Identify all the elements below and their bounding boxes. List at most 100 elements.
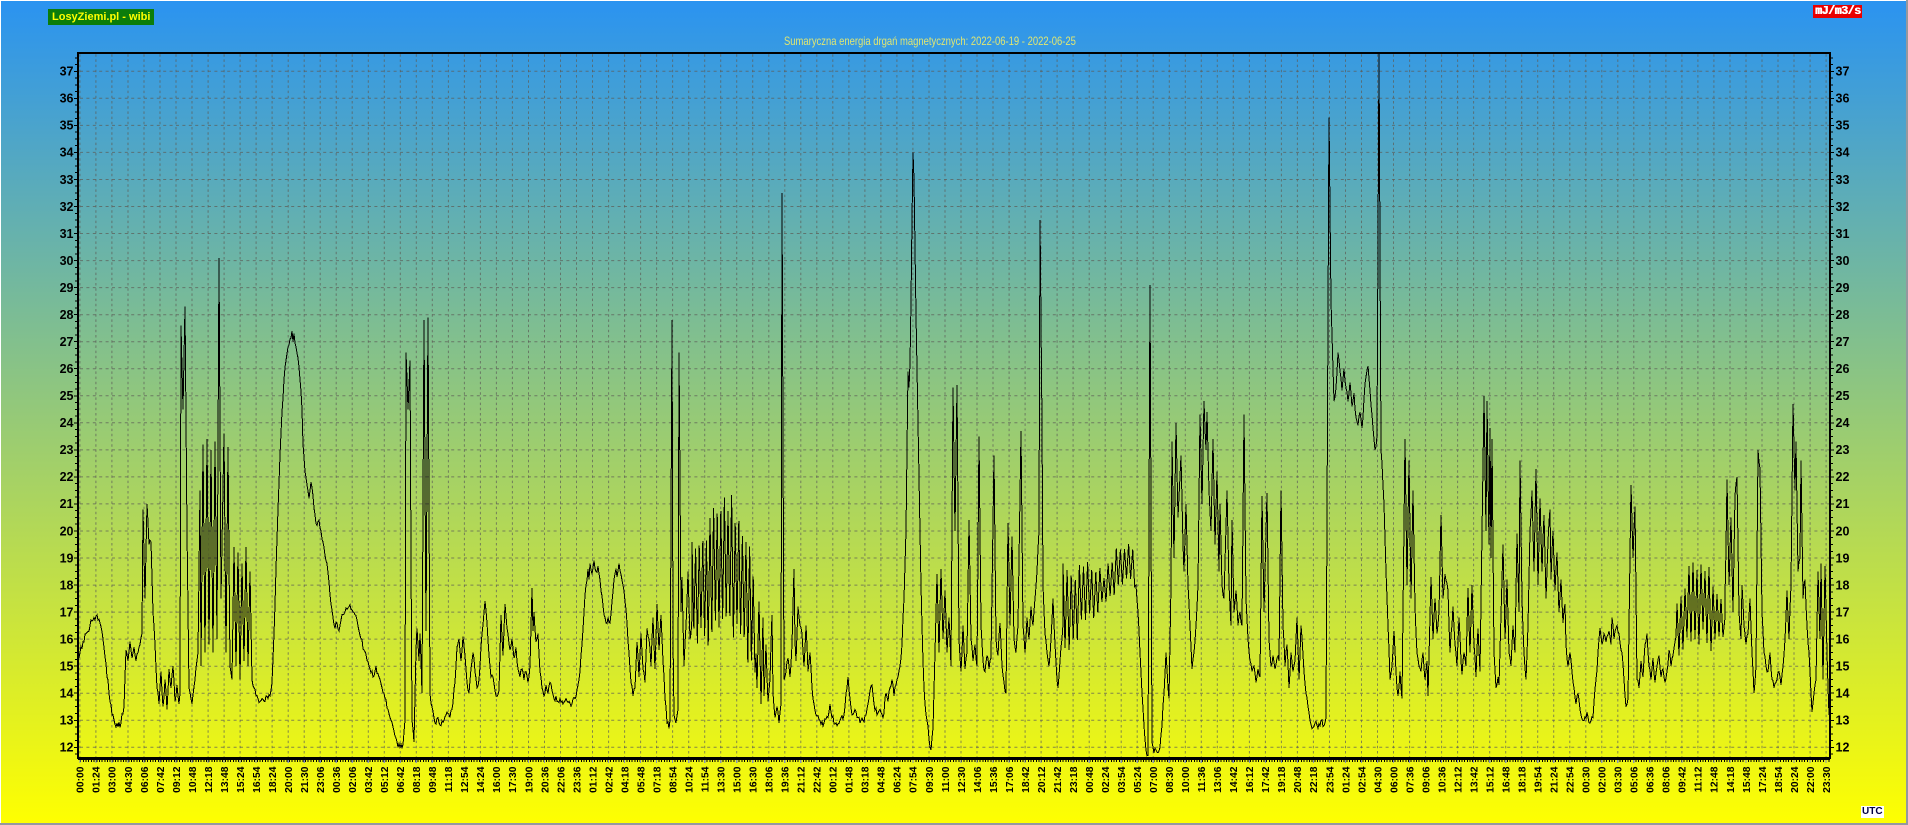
svg-text:05:06: 05:06 <box>1630 766 1641 793</box>
svg-text:22: 22 <box>1836 470 1850 484</box>
svg-text:04:30: 04:30 <box>124 766 135 793</box>
svg-text:03:00: 03:00 <box>108 766 119 793</box>
svg-text:12:12: 12:12 <box>1453 766 1464 793</box>
svg-text:11:18: 11:18 <box>444 766 455 792</box>
svg-text:13: 13 <box>60 714 74 728</box>
svg-text:12:30: 12:30 <box>957 766 968 793</box>
svg-text:04:48: 04:48 <box>877 766 888 793</box>
svg-text:16:54: 16:54 <box>252 766 263 793</box>
svg-text:14: 14 <box>1836 687 1850 701</box>
svg-text:13:48: 13:48 <box>220 766 231 793</box>
svg-text:17:42: 17:42 <box>1261 766 1272 793</box>
svg-text:21:42: 21:42 <box>1053 766 1064 793</box>
svg-text:19:18: 19:18 <box>1277 766 1288 793</box>
svg-text:06:36: 06:36 <box>1646 766 1657 793</box>
svg-text:10:36: 10:36 <box>1437 766 1448 793</box>
svg-text:11:00: 11:00 <box>941 766 952 792</box>
svg-text:11:54: 11:54 <box>701 766 712 792</box>
svg-text:06:00: 06:00 <box>1389 766 1400 793</box>
svg-text:31: 31 <box>60 227 74 241</box>
svg-text:03:18: 03:18 <box>861 766 872 793</box>
svg-text:24: 24 <box>60 416 74 430</box>
svg-text:08:30: 08:30 <box>1165 766 1176 793</box>
svg-text:32: 32 <box>1836 200 1850 214</box>
svg-text:21:30: 21:30 <box>300 766 311 793</box>
svg-text:02:54: 02:54 <box>1357 766 1368 793</box>
svg-text:16:12: 16:12 <box>1245 766 1256 793</box>
svg-text:15:24: 15:24 <box>236 766 247 793</box>
svg-text:25: 25 <box>1836 389 1850 403</box>
svg-text:16:48: 16:48 <box>1502 766 1513 793</box>
svg-text:23:06: 23:06 <box>316 766 327 793</box>
svg-text:17: 17 <box>60 605 74 619</box>
svg-text:13: 13 <box>1836 714 1850 728</box>
svg-text:12:54: 12:54 <box>460 766 471 793</box>
svg-text:21: 21 <box>60 497 74 511</box>
svg-text:35: 35 <box>60 119 74 133</box>
svg-text:10:24: 10:24 <box>685 766 696 793</box>
svg-text:00:12: 00:12 <box>829 766 840 793</box>
svg-text:27: 27 <box>1836 335 1850 349</box>
svg-text:09:30: 09:30 <box>925 766 936 793</box>
svg-text:09:12: 09:12 <box>172 766 183 793</box>
svg-text:02:24: 02:24 <box>1101 766 1112 793</box>
svg-text:15: 15 <box>60 660 74 674</box>
svg-text:03:42: 03:42 <box>364 766 375 793</box>
svg-text:20:36: 20:36 <box>540 766 551 793</box>
svg-text:28: 28 <box>60 308 74 322</box>
svg-text:06:42: 06:42 <box>396 766 407 793</box>
svg-text:01:24: 01:24 <box>92 766 103 793</box>
svg-text:00:48: 00:48 <box>1085 766 1096 793</box>
svg-text:07:42: 07:42 <box>156 766 167 793</box>
svg-text:18:18: 18:18 <box>1518 766 1529 793</box>
svg-text:23:30: 23:30 <box>1822 766 1833 793</box>
svg-text:04:18: 04:18 <box>620 766 631 793</box>
svg-text:08:54: 08:54 <box>668 766 679 793</box>
svg-text:15:48: 15:48 <box>1742 766 1753 793</box>
svg-text:19:00: 19:00 <box>524 766 535 793</box>
svg-text:30: 30 <box>60 254 74 268</box>
svg-text:11:12: 11:12 <box>1694 766 1705 792</box>
svg-text:29: 29 <box>1836 281 1850 295</box>
svg-text:11:36: 11:36 <box>1197 766 1208 792</box>
svg-text:02:06: 02:06 <box>348 766 359 793</box>
svg-text:16:00: 16:00 <box>492 766 503 793</box>
svg-text:23: 23 <box>1836 443 1850 457</box>
svg-text:33: 33 <box>1836 173 1850 187</box>
svg-text:37: 37 <box>1836 65 1850 79</box>
svg-text:22:00: 22:00 <box>1806 766 1817 793</box>
svg-text:17:30: 17:30 <box>508 766 519 793</box>
svg-text:00:30: 00:30 <box>1582 766 1593 793</box>
svg-text:36: 36 <box>60 92 74 106</box>
svg-text:18:54: 18:54 <box>1774 766 1785 793</box>
svg-text:21:12: 21:12 <box>797 766 808 793</box>
svg-text:14: 14 <box>60 687 74 701</box>
svg-text:37: 37 <box>60 65 74 79</box>
svg-text:04:30: 04:30 <box>1373 766 1384 793</box>
svg-text:06:06: 06:06 <box>140 766 151 793</box>
svg-text:18:06: 18:06 <box>765 766 776 793</box>
svg-text:22: 22 <box>60 470 74 484</box>
svg-text:20: 20 <box>1836 524 1850 538</box>
svg-text:31: 31 <box>1836 227 1850 241</box>
svg-text:07:00: 07:00 <box>1149 766 1160 793</box>
svg-text:36: 36 <box>1836 92 1850 106</box>
svg-text:02:42: 02:42 <box>604 766 615 793</box>
svg-text:08:06: 08:06 <box>1662 766 1673 793</box>
svg-text:21:24: 21:24 <box>1550 766 1561 793</box>
svg-text:08:18: 08:18 <box>412 766 423 793</box>
svg-text:00:36: 00:36 <box>332 766 343 793</box>
svg-text:14:42: 14:42 <box>1229 766 1240 793</box>
svg-text:17: 17 <box>1836 605 1850 619</box>
svg-text:13:06: 13:06 <box>1213 766 1224 793</box>
svg-text:29: 29 <box>60 281 74 295</box>
svg-text:23:18: 23:18 <box>1069 766 1080 793</box>
svg-text:09:06: 09:06 <box>1421 766 1432 793</box>
svg-text:20:12: 20:12 <box>1037 766 1048 793</box>
svg-text:23:54: 23:54 <box>1325 766 1336 793</box>
svg-text:18: 18 <box>1836 578 1850 592</box>
svg-text:20:24: 20:24 <box>1790 766 1801 793</box>
svg-text:09:42: 09:42 <box>1678 766 1689 793</box>
svg-text:33: 33 <box>60 173 74 187</box>
svg-text:24: 24 <box>1836 416 1850 430</box>
